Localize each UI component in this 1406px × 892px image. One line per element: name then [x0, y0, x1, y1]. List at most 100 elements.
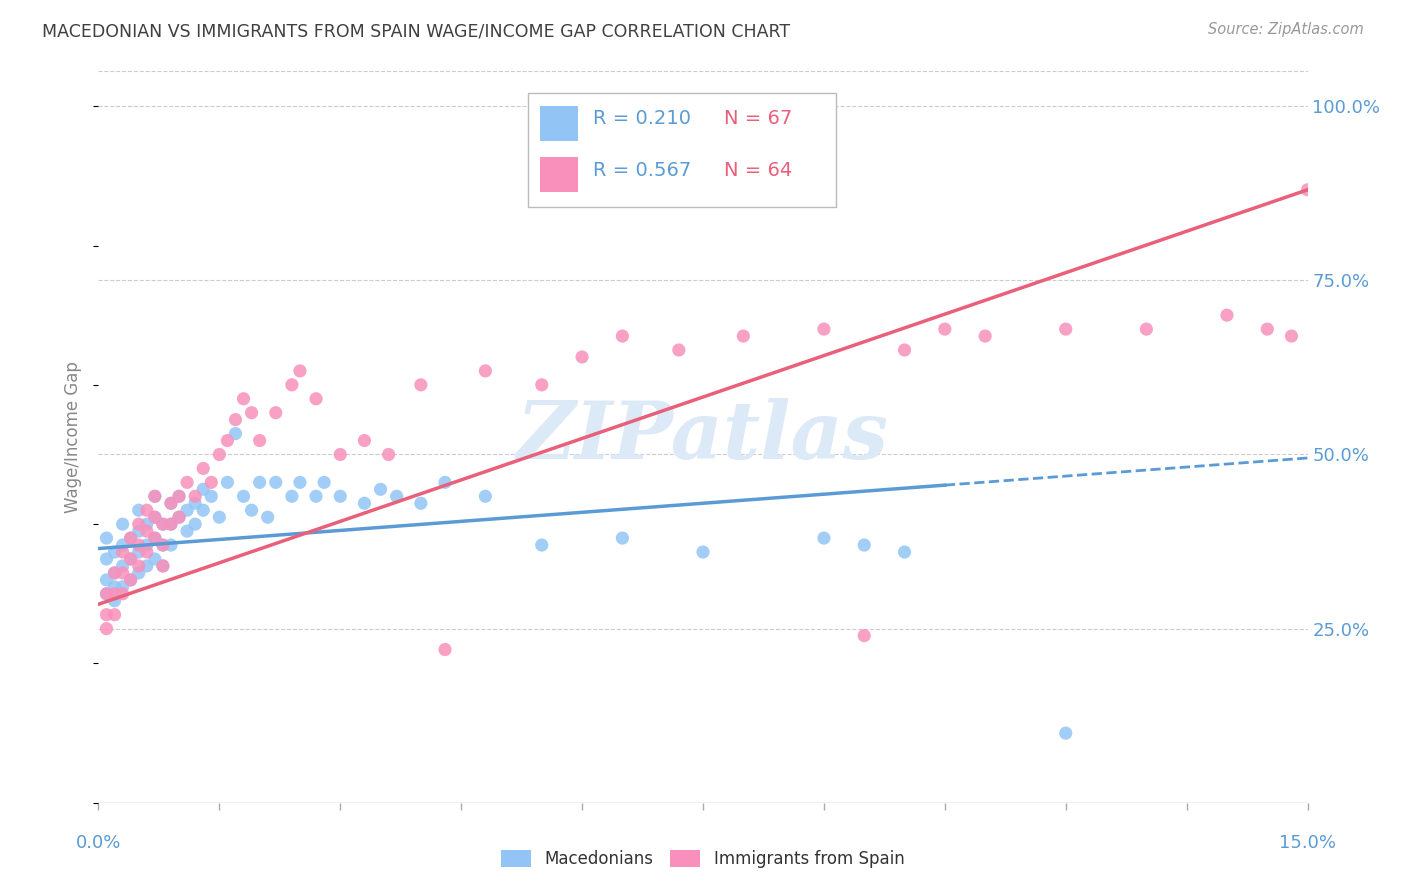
Point	[160, 538, 183, 552]
Point	[135, 545, 157, 559]
Point	[217, 475, 239, 490]
Y-axis label: Wage/Income Gap: Wage/Income Gap	[65, 361, 83, 513]
Bar	[540, 106, 578, 141]
Point	[120, 552, 142, 566]
Point	[152, 538, 174, 552]
Point	[1281, 329, 1303, 343]
Point	[329, 489, 352, 503]
Point	[103, 580, 125, 594]
Point	[128, 524, 150, 538]
Point	[314, 475, 336, 490]
Point	[264, 475, 287, 490]
Point	[1256, 322, 1278, 336]
Point	[103, 587, 125, 601]
Point	[167, 510, 190, 524]
Point	[281, 489, 304, 503]
Point	[474, 364, 496, 378]
Point	[893, 545, 915, 559]
Point	[193, 503, 215, 517]
Point	[853, 538, 876, 552]
Point	[152, 538, 174, 552]
Point	[96, 587, 118, 601]
Point	[385, 489, 408, 503]
Point	[474, 489, 496, 503]
Text: N = 64: N = 64	[724, 161, 792, 179]
Point	[120, 531, 142, 545]
Point	[184, 489, 207, 503]
Text: 15.0%: 15.0%	[1279, 834, 1336, 852]
Point	[193, 461, 215, 475]
Point	[305, 392, 328, 406]
Point	[128, 558, 150, 573]
Point	[240, 406, 263, 420]
Point	[200, 475, 222, 490]
Point	[120, 552, 142, 566]
Point	[612, 329, 634, 343]
Point	[530, 538, 553, 552]
Point	[612, 531, 634, 545]
Point	[143, 489, 166, 503]
Point	[232, 392, 254, 406]
Point	[160, 496, 183, 510]
Point	[111, 587, 134, 601]
Point	[305, 489, 328, 503]
Point	[893, 343, 915, 357]
Point	[103, 607, 125, 622]
Point	[152, 517, 174, 532]
Bar	[540, 157, 578, 192]
Point	[288, 475, 311, 490]
Point	[853, 629, 876, 643]
Point	[224, 412, 246, 426]
Point	[103, 545, 125, 559]
Point	[1054, 726, 1077, 740]
Point	[143, 489, 166, 503]
Point	[1216, 308, 1239, 322]
Point	[281, 377, 304, 392]
Point	[135, 538, 157, 552]
Point	[103, 566, 125, 580]
Point	[692, 545, 714, 559]
Point	[96, 552, 118, 566]
Point	[409, 377, 432, 392]
Point	[96, 607, 118, 622]
Point	[353, 434, 375, 448]
Point	[128, 538, 150, 552]
Point	[111, 566, 134, 580]
Point	[167, 489, 190, 503]
Point	[249, 475, 271, 490]
Point	[160, 496, 183, 510]
Point	[1135, 322, 1157, 336]
Point	[200, 489, 222, 503]
Point	[143, 531, 166, 545]
Point	[264, 406, 287, 420]
Point	[167, 489, 190, 503]
Point	[240, 503, 263, 517]
Text: R = 0.210: R = 0.210	[593, 110, 690, 128]
Point	[176, 503, 198, 517]
Point	[224, 426, 246, 441]
Text: MACEDONIAN VS IMMIGRANTS FROM SPAIN WAGE/INCOME GAP CORRELATION CHART: MACEDONIAN VS IMMIGRANTS FROM SPAIN WAGE…	[42, 22, 790, 40]
Point	[103, 594, 125, 608]
Point	[329, 448, 352, 462]
Point	[813, 322, 835, 336]
Point	[208, 448, 231, 462]
Point	[111, 558, 134, 573]
Point	[111, 538, 134, 552]
Legend: Macedonians, Immigrants from Spain: Macedonians, Immigrants from Spain	[495, 843, 911, 875]
Point	[176, 524, 198, 538]
Point	[668, 343, 690, 357]
Point	[128, 545, 150, 559]
Point	[120, 531, 142, 545]
Point	[184, 517, 207, 532]
Point	[288, 364, 311, 378]
Text: N = 67: N = 67	[724, 110, 792, 128]
Point	[111, 545, 134, 559]
Point	[353, 496, 375, 510]
Point	[232, 489, 254, 503]
Point	[813, 531, 835, 545]
Point	[160, 517, 183, 532]
Point	[377, 448, 399, 462]
Point	[135, 558, 157, 573]
Point	[176, 475, 198, 490]
Point	[409, 496, 432, 510]
